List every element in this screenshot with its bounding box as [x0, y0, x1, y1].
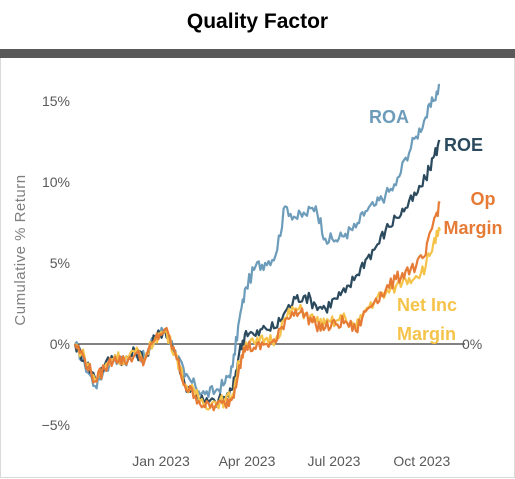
- y-tick-label: 15%: [42, 93, 70, 109]
- y-tick-label: 10%: [42, 174, 70, 190]
- series-line-roe: [73, 139, 441, 408]
- x-tick-label: Apr 2023: [219, 453, 276, 469]
- y-axis-label: Cumulative % Return: [12, 174, 29, 325]
- y-tick-label: 0%: [50, 336, 70, 352]
- series-line-net-inc-margin: [74, 226, 442, 411]
- x-tick-label: Jul 2023: [307, 453, 360, 469]
- zero-line-label: 0%: [462, 336, 482, 352]
- x-tick-label: Jan 2023: [132, 453, 190, 469]
- x-tick-label: Oct 2023: [393, 453, 450, 469]
- series-label-roa: ROA: [369, 107, 409, 127]
- series-label-net-inc-margin: Net Inc Margin: [397, 295, 457, 344]
- series-label-op-margin: Op Margin: [443, 189, 502, 238]
- y-tick-label: −5%: [42, 417, 70, 433]
- series-line-op-margin: [73, 201, 441, 412]
- series-line-roa: [74, 83, 441, 398]
- y-tick-label: 5%: [50, 255, 70, 271]
- chart-title: Quality Factor: [186, 10, 329, 33]
- series-label-roe: ROE: [444, 135, 483, 155]
- title-divider: [0, 49, 515, 58]
